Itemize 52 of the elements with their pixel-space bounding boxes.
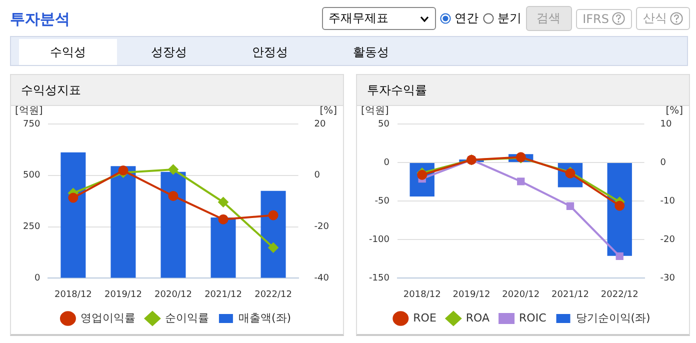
x-tick-label: 2021/12 bbox=[552, 290, 589, 300]
x-tick-label: 2021/12 bbox=[204, 290, 242, 300]
x-tick-label: 2020/12 bbox=[154, 290, 192, 300]
legend-label: ROA bbox=[466, 311, 490, 324]
legend-label: ROIC bbox=[519, 311, 547, 324]
y2-tick-label: 10 bbox=[660, 119, 672, 130]
y-tick-label: 0 bbox=[384, 158, 390, 168]
x-tick-label: 2019/12 bbox=[452, 290, 490, 300]
text: 수익성 bbox=[19, 39, 117, 65]
y-tick-label: -150 bbox=[368, 274, 390, 284]
y-axis-title: [억원] bbox=[361, 106, 389, 117]
y2-axis-title: [%] bbox=[320, 106, 338, 117]
text: 성장성 bbox=[150, 44, 188, 60]
y-tick-label: 0 bbox=[34, 274, 40, 284]
y-tick-label: 500 bbox=[22, 170, 40, 181]
y2-tick-label: -40 bbox=[314, 274, 330, 284]
x-tick-label: 2019/12 bbox=[104, 290, 142, 300]
text: 검색 bbox=[526, 6, 572, 31]
text: 활동성 bbox=[352, 44, 390, 60]
legend-label: 영업이익률 bbox=[80, 311, 136, 324]
x-tick-label: 2018/12 bbox=[54, 290, 92, 300]
y2-axis-title: [%] bbox=[666, 106, 684, 117]
chart-title: 수익성지표 bbox=[11, 75, 343, 106]
y2-tick-label: -10 bbox=[660, 196, 676, 206]
text: 분기 bbox=[498, 10, 522, 27]
y2-tick-label: -20 bbox=[314, 222, 330, 232]
y-tick-label: -50 bbox=[374, 196, 390, 206]
text: 안정성 bbox=[251, 44, 289, 60]
x-tick-label: 2018/12 bbox=[403, 290, 441, 300]
y2-tick-label: 20 bbox=[314, 119, 326, 130]
text: IFRS bbox=[576, 8, 632, 28]
y2-tick-label: 0 bbox=[314, 170, 320, 181]
x-tick-label: 2022/12 bbox=[254, 290, 292, 300]
legend-label: 매출액(좌) bbox=[238, 311, 292, 324]
x-tick-label: 2020/12 bbox=[502, 290, 540, 300]
legend-label: 순이익률 bbox=[164, 311, 209, 324]
y-tick-label: 750 bbox=[22, 119, 40, 130]
y-axis-title: [억원] bbox=[15, 106, 43, 117]
y2-tick-label: -30 bbox=[660, 274, 676, 284]
y-tick-label: 250 bbox=[22, 222, 40, 232]
text: 주재무제표 bbox=[328, 10, 389, 27]
legend-label: 당기순이익(좌) bbox=[576, 311, 650, 324]
chart-title: 투자수익률 bbox=[357, 75, 689, 106]
text: 투자분석 bbox=[10, 10, 70, 29]
text: 산식 bbox=[636, 7, 690, 30]
x-tick-label: 2022/12 bbox=[600, 290, 638, 300]
y2-tick-label: 0 bbox=[660, 158, 666, 168]
legend-label: ROE bbox=[413, 311, 436, 324]
y-tick-label: 50 bbox=[378, 119, 390, 130]
y2-tick-label: -20 bbox=[660, 234, 676, 245]
text: 연간 bbox=[454, 10, 479, 27]
y-tick-label: -100 bbox=[368, 234, 390, 245]
